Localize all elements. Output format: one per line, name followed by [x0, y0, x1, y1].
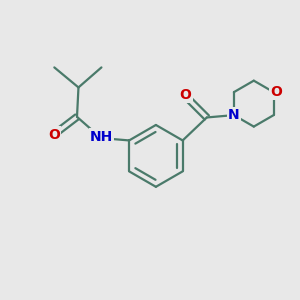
Text: O: O	[180, 88, 191, 102]
Text: O: O	[270, 85, 282, 99]
Text: NH: NH	[90, 130, 113, 144]
Text: N: N	[228, 108, 240, 122]
Text: O: O	[48, 128, 60, 142]
